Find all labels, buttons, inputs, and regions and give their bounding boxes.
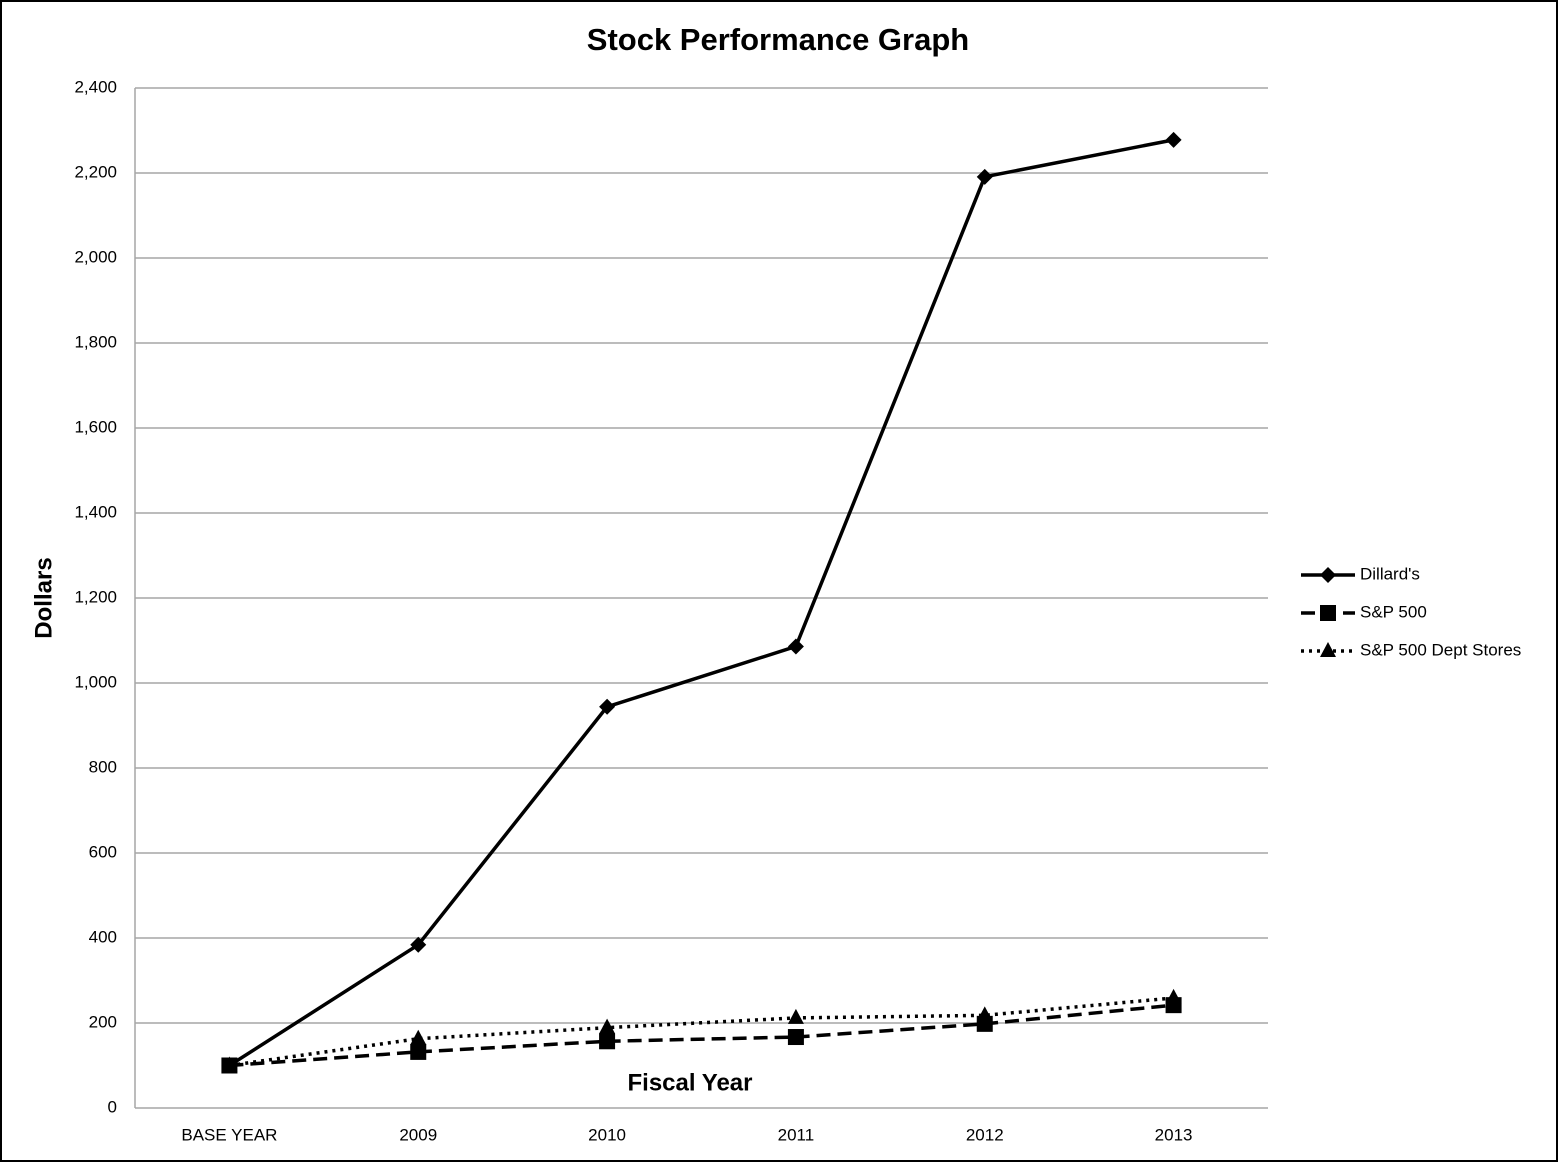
y-tick-label: 2,400 (74, 77, 117, 96)
y-tick-label: 200 (89, 1012, 117, 1031)
y-axis-title: Dollars (30, 557, 57, 638)
legend-marker (1320, 642, 1336, 657)
x-tick-label: BASE YEAR (181, 1125, 277, 1144)
legend-marker (1320, 567, 1336, 583)
legend-marker (1320, 605, 1336, 621)
y-tick-label: 1,000 (74, 672, 117, 691)
x-tick-label: 2013 (1155, 1125, 1193, 1144)
data-point (599, 698, 616, 715)
y-tick-label: 2,000 (74, 247, 117, 266)
data-point (221, 1056, 238, 1072)
series-line (228, 138, 1174, 1067)
y-tick-label: 1,200 (74, 587, 117, 606)
legend-label: S&P 500 Dept Stores (1360, 640, 1521, 659)
y-tick-label: 1,400 (74, 502, 117, 521)
data-point (599, 1018, 616, 1034)
data-point (1165, 988, 1182, 1004)
y-tick-label: 2,200 (74, 162, 117, 181)
x-tick-label: 2010 (588, 1125, 626, 1144)
y-tick-label: 1,800 (74, 332, 117, 351)
y-tick-label: 600 (89, 842, 117, 861)
data-point (599, 1033, 616, 1050)
y-tick-label: 400 (89, 927, 117, 946)
legend-label: Dillard's (1360, 564, 1420, 583)
x-tick-label: 2012 (966, 1125, 1004, 1144)
x-tick-label: 2009 (399, 1125, 437, 1144)
data-point (787, 1008, 804, 1024)
data-point (410, 1029, 427, 1045)
data-point (410, 1043, 427, 1060)
y-tick-label: 800 (89, 757, 117, 776)
data-point (1165, 131, 1182, 148)
data-point (787, 1029, 804, 1046)
x-axis-title: Fiscal Year (628, 1069, 753, 1096)
data-point (410, 936, 427, 953)
x-tick-label: 2011 (778, 1125, 815, 1144)
y-tick-label: 1,600 (74, 417, 117, 436)
y-tick-label: 0 (108, 1097, 117, 1116)
series-line (229, 1003, 1174, 1068)
data-point (976, 168, 993, 185)
data-point (976, 1006, 993, 1022)
data-point (787, 638, 804, 655)
series-line (229, 996, 1174, 1068)
chart-title: Stock Performance Graph (587, 22, 969, 57)
legend-label: S&P 500 (1360, 602, 1427, 621)
